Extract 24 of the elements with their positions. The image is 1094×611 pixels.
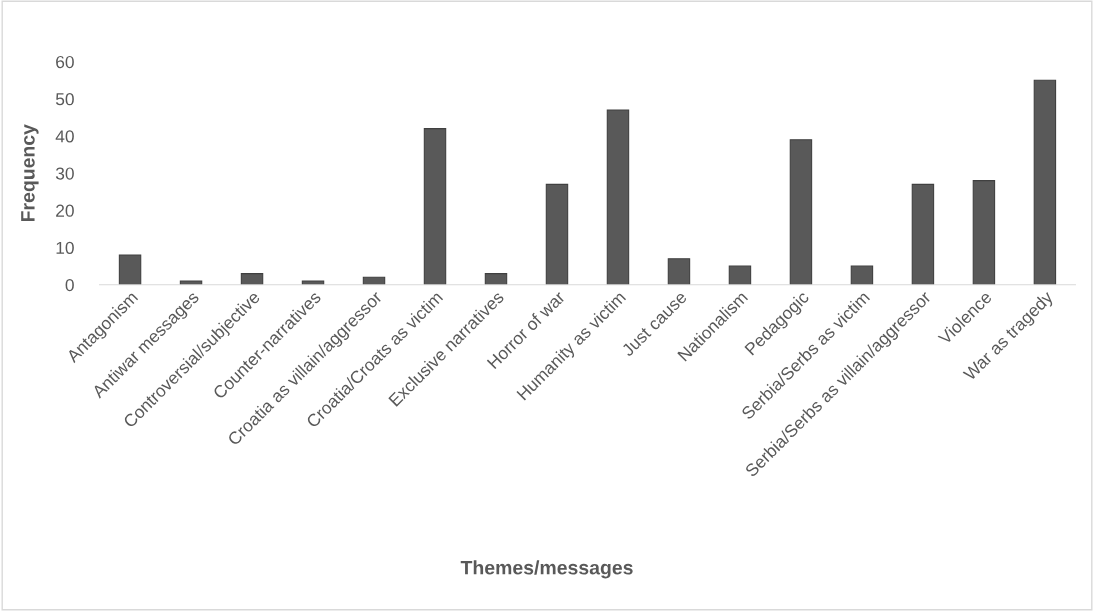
y-tick-label: 60 xyxy=(56,55,74,69)
y-axis-title: Frequency xyxy=(21,124,39,222)
bar xyxy=(789,139,813,285)
bar xyxy=(728,265,752,285)
y-tick-label: 50 xyxy=(55,93,74,106)
y-tick-label: 30 xyxy=(55,167,74,180)
bar xyxy=(118,254,142,285)
y-tick-label: 20 xyxy=(56,204,74,217)
bar xyxy=(850,265,874,285)
y-tick-label: 10 xyxy=(56,241,74,255)
bar xyxy=(240,273,264,285)
bar xyxy=(484,273,508,285)
bar xyxy=(911,183,935,285)
bar xyxy=(545,183,569,285)
x-axis-title: Themes/messages xyxy=(460,560,633,579)
bar xyxy=(301,280,325,285)
bar xyxy=(667,258,691,285)
y-tick-label: 40 xyxy=(55,130,74,143)
bar xyxy=(1033,79,1057,285)
y-tick-label: 0 xyxy=(65,278,74,292)
bar xyxy=(179,280,203,285)
bar xyxy=(423,128,447,285)
bar xyxy=(972,180,996,285)
bar xyxy=(606,109,630,285)
